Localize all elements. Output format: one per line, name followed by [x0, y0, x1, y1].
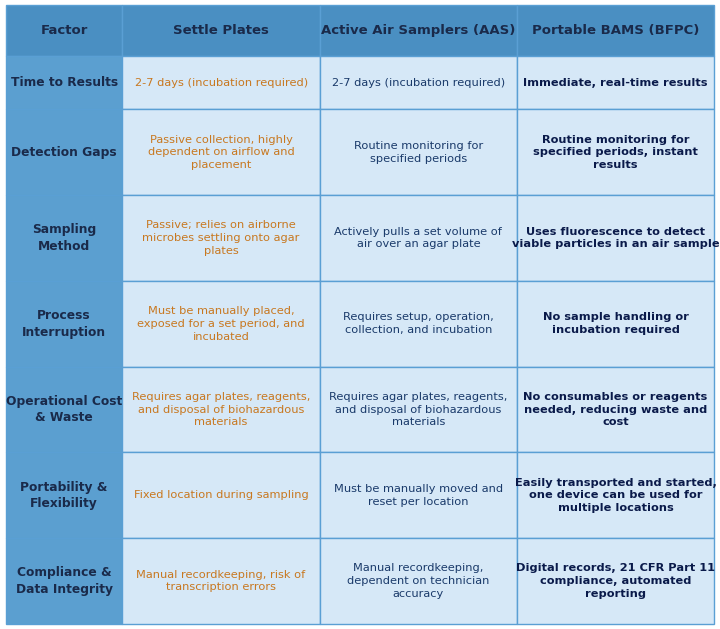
FancyBboxPatch shape [122, 281, 320, 367]
FancyBboxPatch shape [122, 195, 320, 281]
FancyBboxPatch shape [517, 109, 714, 195]
Text: Process
Interruption: Process Interruption [22, 309, 106, 338]
FancyBboxPatch shape [517, 5, 714, 56]
Text: Portable BAMS (BFPC): Portable BAMS (BFPC) [532, 24, 699, 37]
Text: 2-7 days (incubation required): 2-7 days (incubation required) [332, 77, 505, 87]
Text: Detection Gaps: Detection Gaps [12, 146, 117, 159]
FancyBboxPatch shape [6, 195, 122, 281]
Text: Easily transported and started,
one device can be used for
multiple locations: Easily transported and started, one devi… [515, 477, 716, 513]
FancyBboxPatch shape [517, 56, 714, 109]
FancyBboxPatch shape [320, 367, 517, 452]
Text: Must be manually placed,
exposed for a set period, and
incubated: Must be manually placed, exposed for a s… [138, 306, 305, 342]
FancyBboxPatch shape [122, 5, 320, 56]
FancyBboxPatch shape [6, 109, 122, 195]
FancyBboxPatch shape [6, 56, 122, 109]
FancyBboxPatch shape [320, 281, 517, 367]
FancyBboxPatch shape [122, 452, 320, 538]
FancyBboxPatch shape [6, 367, 122, 452]
FancyBboxPatch shape [517, 452, 714, 538]
Text: Settle Plates: Settle Plates [174, 24, 269, 37]
Text: Requires setup, operation,
collection, and incubation: Requires setup, operation, collection, a… [343, 313, 494, 335]
FancyBboxPatch shape [320, 452, 517, 538]
FancyBboxPatch shape [517, 367, 714, 452]
Text: Immediate, real-time results: Immediate, real-time results [523, 77, 708, 87]
Text: Manual recordkeeping, risk of
transcription errors: Manual recordkeeping, risk of transcript… [137, 570, 306, 593]
Text: Fixed location during sampling: Fixed location during sampling [134, 491, 308, 500]
FancyBboxPatch shape [6, 281, 122, 367]
Text: Manual recordkeeping,
dependent on technician
accuracy: Manual recordkeeping, dependent on techn… [347, 564, 490, 599]
FancyBboxPatch shape [6, 538, 122, 624]
FancyBboxPatch shape [517, 195, 714, 281]
Text: Portability &
Flexibility: Portability & Flexibility [20, 481, 108, 510]
Text: Compliance &
Data Integrity: Compliance & Data Integrity [16, 566, 112, 596]
FancyBboxPatch shape [122, 538, 320, 624]
Text: 2-7 days (incubation required): 2-7 days (incubation required) [135, 77, 307, 87]
Text: Time to Results: Time to Results [11, 76, 117, 89]
Text: Requires agar plates, reagents,
and disposal of biohazardous
materials: Requires agar plates, reagents, and disp… [132, 392, 310, 427]
Text: Actively pulls a set volume of
air over an agar plate: Actively pulls a set volume of air over … [334, 226, 503, 250]
FancyBboxPatch shape [122, 367, 320, 452]
FancyBboxPatch shape [320, 109, 517, 195]
FancyBboxPatch shape [122, 109, 320, 195]
FancyBboxPatch shape [517, 281, 714, 367]
Text: No sample handling or
incubation required: No sample handling or incubation require… [543, 313, 688, 335]
FancyBboxPatch shape [320, 195, 517, 281]
FancyBboxPatch shape [320, 56, 517, 109]
FancyBboxPatch shape [122, 56, 320, 109]
Text: Routine monitoring for
specified periods: Routine monitoring for specified periods [354, 141, 483, 164]
Text: Digital records, 21 CFR Part 11
compliance, automated
reporting: Digital records, 21 CFR Part 11 complian… [516, 564, 715, 599]
Text: Must be manually moved and
reset per location: Must be manually moved and reset per loc… [334, 484, 503, 507]
Text: Requires agar plates, reagents,
and disposal of biohazardous
materials: Requires agar plates, reagents, and disp… [329, 392, 508, 427]
FancyBboxPatch shape [6, 452, 122, 538]
FancyBboxPatch shape [517, 538, 714, 624]
Text: Active Air Samplers (AAS): Active Air Samplers (AAS) [321, 24, 516, 37]
Text: Passive collection, highly
dependent on airflow and
placement: Passive collection, highly dependent on … [148, 135, 294, 170]
FancyBboxPatch shape [6, 5, 122, 56]
Text: No consumables or reagents
needed, reducing waste and
cost: No consumables or reagents needed, reduc… [523, 392, 708, 427]
FancyBboxPatch shape [320, 538, 517, 624]
Text: Passive; relies on airborne
microbes settling onto agar
plates: Passive; relies on airborne microbes set… [143, 220, 300, 256]
Text: Uses fluorescence to detect
viable particles in an air sample: Uses fluorescence to detect viable parti… [512, 226, 719, 250]
Text: Sampling
Method: Sampling Method [32, 223, 96, 253]
Text: Routine monitoring for
specified periods, instant
results: Routine monitoring for specified periods… [534, 135, 698, 170]
Text: Operational Cost
& Waste: Operational Cost & Waste [6, 395, 122, 425]
FancyBboxPatch shape [320, 5, 517, 56]
Text: Factor: Factor [40, 24, 88, 37]
